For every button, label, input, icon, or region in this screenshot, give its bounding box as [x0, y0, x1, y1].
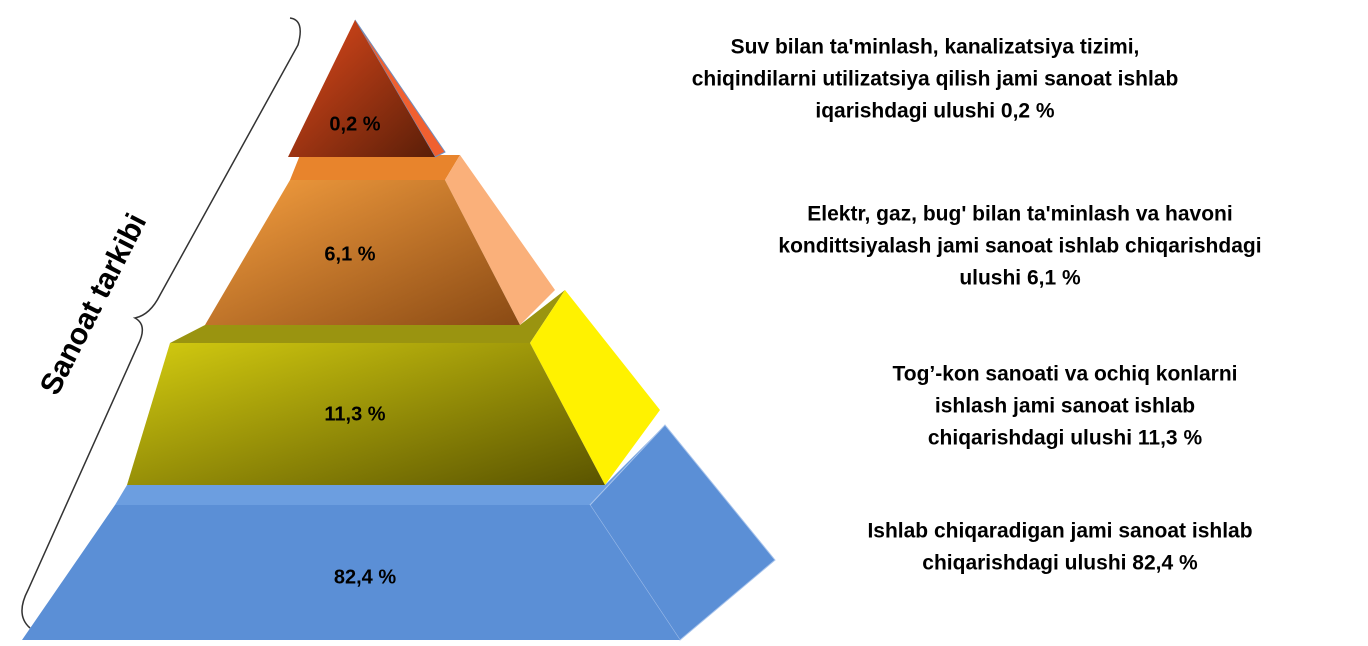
layer-front-face — [22, 505, 680, 640]
layer-side-face — [530, 290, 660, 485]
layer-label: 11,3 % — [324, 403, 385, 425]
layer-top-face — [170, 290, 565, 343]
layer-description: ulushi 6,1 % — [959, 267, 1081, 290]
layer-description: Ishlab chiqaradigan jami sanoat ishlab — [867, 520, 1252, 543]
layer-front-face — [127, 343, 605, 485]
layer-description: Elektr, gaz, bug' bilan ta'minlash va ha… — [807, 203, 1232, 226]
layer-side-face — [445, 155, 555, 325]
layer-description: ishlash jami sanoat ishlab — [935, 395, 1195, 418]
layer-description: iqarishdagi ulushi 0,2 % — [815, 100, 1055, 123]
layer-description: chiqarishdagi ulushi 11,3 % — [928, 427, 1203, 450]
side-label: Sanoat tarkibi — [34, 208, 153, 400]
layer-label: 0,2 % — [329, 113, 380, 135]
layer-label: 6,1 % — [324, 243, 375, 265]
layer-description: kondittsiyalash jami sanoat ishlab chiqa… — [778, 235, 1261, 258]
layer-front-face — [205, 180, 520, 325]
layer-top-face — [290, 155, 460, 180]
layer-description: chiqarishdagi ulushi 82,4 % — [922, 552, 1198, 575]
layer-description: Tog’-kon sanoati va ochiq konlarni — [893, 363, 1238, 386]
layer-description: Suv bilan ta'minlash, kanalizatsiya tizi… — [731, 36, 1140, 59]
brace — [21, 17, 301, 629]
layer-label: 82,4 % — [334, 566, 396, 588]
layer-front-face — [288, 20, 435, 157]
layer-description: chiqindilarni utilizatsiya qilish jami s… — [692, 68, 1179, 91]
